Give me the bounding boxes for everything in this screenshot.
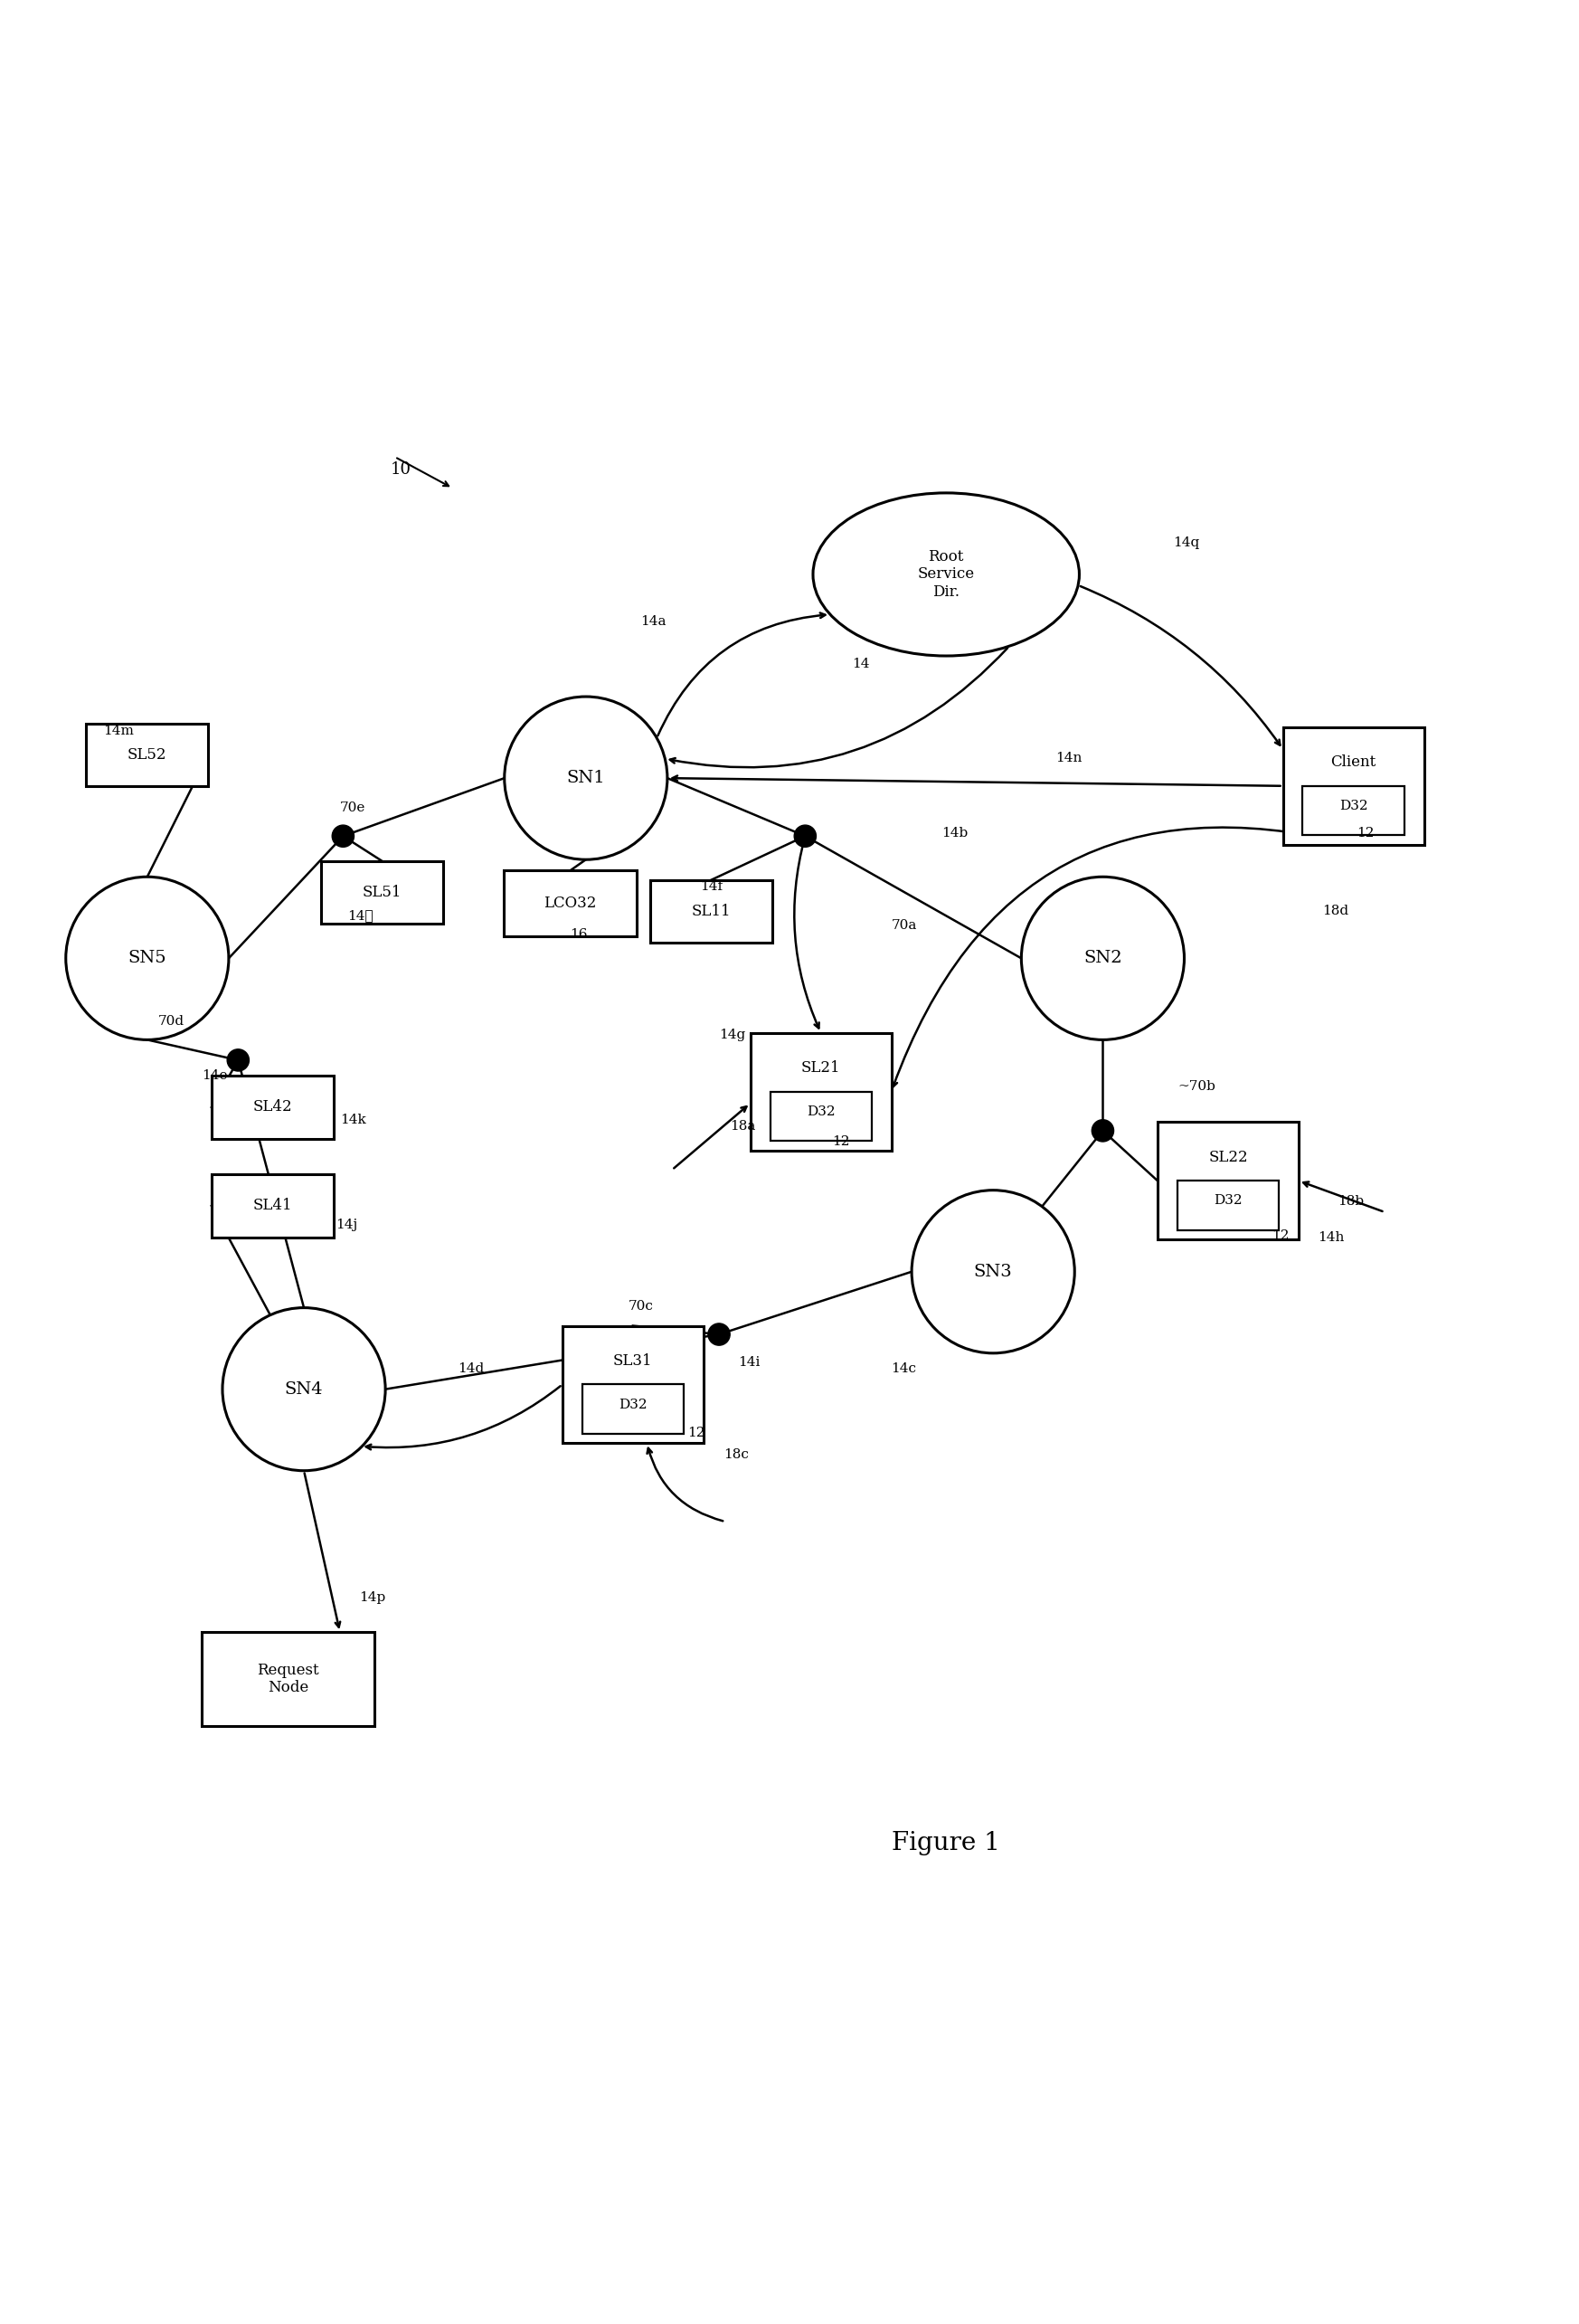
Text: 70e: 70e xyxy=(339,802,366,813)
Text: Figure 1: Figure 1 xyxy=(892,1831,1001,1857)
Text: 12: 12 xyxy=(832,1136,850,1148)
FancyBboxPatch shape xyxy=(212,1174,333,1236)
FancyBboxPatch shape xyxy=(1303,786,1404,834)
Circle shape xyxy=(794,825,816,846)
FancyBboxPatch shape xyxy=(87,723,208,786)
Text: SL41: SL41 xyxy=(253,1199,292,1213)
Circle shape xyxy=(332,825,354,846)
Circle shape xyxy=(223,1308,385,1471)
Text: 12: 12 xyxy=(1273,1229,1290,1241)
Text: D32: D32 xyxy=(807,1106,835,1118)
FancyBboxPatch shape xyxy=(212,1076,333,1139)
Text: 14p: 14p xyxy=(358,1592,385,1604)
Text: 14k: 14k xyxy=(339,1113,366,1127)
FancyBboxPatch shape xyxy=(202,1631,374,1727)
Text: 12: 12 xyxy=(1356,827,1374,839)
FancyBboxPatch shape xyxy=(321,862,444,925)
Text: 14ℓ: 14ℓ xyxy=(347,909,374,923)
Text: 14: 14 xyxy=(853,658,870,669)
Text: Root
Service
Dir.: Root Service Dir. xyxy=(917,548,974,600)
Text: 14f: 14f xyxy=(699,881,723,892)
Circle shape xyxy=(1022,876,1184,1039)
Circle shape xyxy=(227,1048,249,1071)
Text: SN4: SN4 xyxy=(284,1380,324,1397)
Text: SL42: SL42 xyxy=(253,1099,292,1116)
Text: 14n: 14n xyxy=(1056,751,1082,765)
FancyBboxPatch shape xyxy=(651,881,772,944)
Circle shape xyxy=(66,876,229,1039)
Text: 14c: 14c xyxy=(891,1362,917,1376)
FancyBboxPatch shape xyxy=(750,1032,891,1150)
Text: 70c: 70c xyxy=(628,1299,654,1313)
Circle shape xyxy=(1091,1120,1113,1141)
Text: 16: 16 xyxy=(570,930,587,941)
Text: SL52: SL52 xyxy=(128,746,167,762)
Text: 70a: 70a xyxy=(891,918,917,932)
Text: ~70b: ~70b xyxy=(1178,1081,1216,1092)
Text: SN3: SN3 xyxy=(974,1264,1012,1281)
Circle shape xyxy=(707,1322,729,1346)
Text: 14b: 14b xyxy=(941,827,968,839)
Text: 14q: 14q xyxy=(1173,537,1200,548)
Text: SL51: SL51 xyxy=(363,885,403,899)
FancyBboxPatch shape xyxy=(504,872,636,937)
FancyBboxPatch shape xyxy=(771,1092,872,1141)
Text: 14j: 14j xyxy=(335,1218,357,1232)
FancyBboxPatch shape xyxy=(562,1325,703,1443)
Text: 14g: 14g xyxy=(718,1030,745,1041)
FancyBboxPatch shape xyxy=(1178,1181,1279,1229)
Text: SN2: SN2 xyxy=(1083,951,1123,967)
Text: 70d: 70d xyxy=(158,1016,185,1027)
Text: 18b: 18b xyxy=(1337,1195,1364,1208)
Ellipse shape xyxy=(813,493,1080,655)
FancyBboxPatch shape xyxy=(583,1385,684,1434)
Text: SL31: SL31 xyxy=(613,1353,652,1369)
Text: SL22: SL22 xyxy=(1208,1150,1247,1164)
Text: 14e: 14e xyxy=(202,1069,227,1083)
FancyBboxPatch shape xyxy=(1157,1122,1298,1239)
Circle shape xyxy=(911,1190,1075,1353)
FancyBboxPatch shape xyxy=(1282,727,1424,844)
Text: 18a: 18a xyxy=(729,1120,756,1132)
Text: SL21: SL21 xyxy=(801,1060,840,1076)
Text: 14h: 14h xyxy=(1317,1232,1344,1243)
Circle shape xyxy=(504,697,668,860)
Text: D32: D32 xyxy=(1339,799,1367,813)
Text: 14d: 14d xyxy=(458,1362,483,1376)
Text: 18d: 18d xyxy=(1322,904,1348,918)
Text: Client: Client xyxy=(1331,755,1377,769)
Text: LCO32: LCO32 xyxy=(543,895,597,911)
Text: 18c: 18c xyxy=(723,1448,748,1462)
Text: 12: 12 xyxy=(688,1427,706,1439)
Text: 14i: 14i xyxy=(737,1357,759,1369)
Text: D32: D32 xyxy=(1214,1195,1243,1206)
Text: 14m: 14m xyxy=(103,725,134,737)
Text: SN5: SN5 xyxy=(128,951,166,967)
Text: D32: D32 xyxy=(619,1399,647,1411)
Text: SL11: SL11 xyxy=(692,904,731,918)
Text: 14a: 14a xyxy=(641,616,666,627)
Text: SN1: SN1 xyxy=(567,769,605,786)
Text: Request
Node: Request Node xyxy=(257,1662,319,1697)
Text: 10: 10 xyxy=(390,460,411,476)
